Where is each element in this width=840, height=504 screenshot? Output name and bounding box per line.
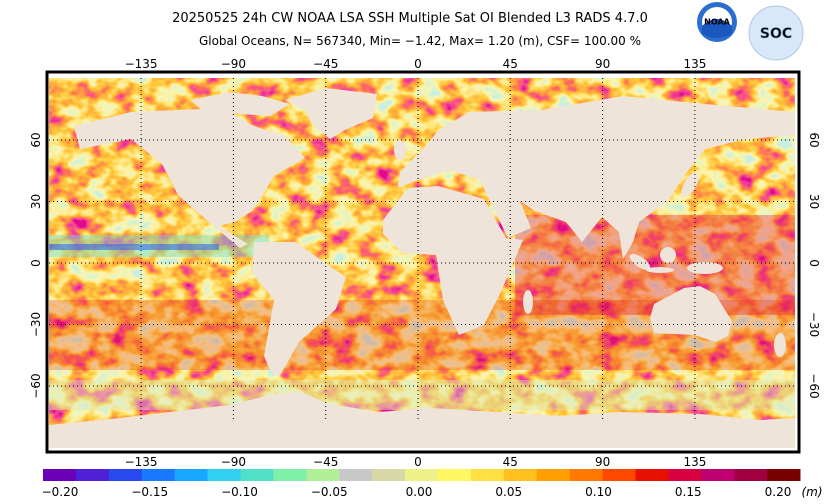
lon-label-bottom: −45 xyxy=(313,455,338,469)
lon-label-bottom: −90 xyxy=(221,455,246,469)
colorbar-label: 0.05 xyxy=(495,485,522,499)
lon-label-top: 135 xyxy=(683,57,706,71)
lat-label-left: −60 xyxy=(29,373,43,398)
colorbar-swatch xyxy=(767,469,801,481)
lon-label-bottom: 0 xyxy=(414,455,422,469)
logo-text: SOC xyxy=(760,26,792,42)
colorbar-label: 0.20 xyxy=(765,485,792,499)
lon-label-bottom: 90 xyxy=(595,455,610,469)
subtitle: Global Oceans, N= 567340, Min= −1.42, Ma… xyxy=(199,34,641,48)
colorbar-swatch xyxy=(503,469,538,481)
colorbar-swatch xyxy=(372,469,406,481)
colorbar-swatch xyxy=(207,469,241,481)
colorbar-label: 0.10 xyxy=(585,485,612,499)
colorbar-swatch xyxy=(569,469,604,481)
lon-label-top: −135 xyxy=(125,57,158,71)
colorbar-swatch xyxy=(602,469,636,481)
lat-label-right: 0 xyxy=(807,259,821,267)
soc-logo: SOC xyxy=(748,5,804,61)
lon-label-top: −90 xyxy=(221,57,246,71)
map-frame xyxy=(45,70,801,454)
lat-label-right: 30 xyxy=(807,194,821,209)
colorbar-swatch xyxy=(668,469,702,481)
lon-label-bottom: −135 xyxy=(125,455,158,469)
lon-label-top: 45 xyxy=(503,57,518,71)
lat-label-right: 60 xyxy=(807,132,821,147)
lon-label-top: 0 xyxy=(414,57,422,71)
colorbar: −0.20 −0.15 −0.10 −0.05 0.00 0.05 0.10 0.15 0.20… xyxy=(42,469,823,499)
lat-label-left: −30 xyxy=(29,312,43,337)
lon-label-bottom: 45 xyxy=(503,455,518,469)
colorbar-swatch xyxy=(405,469,439,481)
colorbar-swatch xyxy=(108,469,143,481)
colorbar-label: −0.05 xyxy=(311,485,348,499)
colorbar-swatch xyxy=(306,469,340,481)
colorbar-swatch xyxy=(75,469,110,481)
colorbar-swatch xyxy=(174,469,209,481)
colorbar-swatch xyxy=(536,469,571,481)
colorbar-swatch xyxy=(141,469,176,481)
colorbar-swatch xyxy=(635,469,669,481)
lat-label-left: 30 xyxy=(29,194,43,209)
colorbar-swatch xyxy=(437,469,472,481)
colorbar-swatch xyxy=(339,469,373,481)
colorbar-unit: (m) xyxy=(801,485,822,499)
colorbar-label: −0.20 xyxy=(42,485,79,499)
lat-label-right: −60 xyxy=(807,373,821,398)
lat-label-left: 60 xyxy=(29,132,43,147)
colorbar-swatch xyxy=(734,469,768,481)
lon-label-bottom: 135 xyxy=(683,455,706,469)
colorbar-label: 0.15 xyxy=(675,485,702,499)
colorbar-label: −0.10 xyxy=(221,485,258,499)
colorbar-label: −0.15 xyxy=(131,485,168,499)
lon-label-top: 90 xyxy=(595,57,610,71)
land xyxy=(49,88,795,448)
colorbar-swatch xyxy=(43,469,77,481)
logo-text: NOAA xyxy=(704,18,730,27)
colorbar-label: 0.00 xyxy=(406,485,433,499)
colorbar-swatch xyxy=(240,469,274,481)
colorbar-swatch xyxy=(273,469,307,481)
lon-label-top: −45 xyxy=(313,57,338,71)
title: 20250525 24h CW NOAA LSA SSH Multiple Sa… xyxy=(172,11,648,26)
noaa-logo: NOAA xyxy=(697,2,737,42)
colorbar-swatch xyxy=(701,469,735,481)
lat-label-left: 0 xyxy=(29,259,43,267)
lat-label-right: −30 xyxy=(807,312,821,337)
colorbar-swatch xyxy=(470,469,505,481)
axes: −135 −135 −90 −90 −45 −45 0 0 45 45 90 90 135 135 60 60… xyxy=(29,57,821,469)
